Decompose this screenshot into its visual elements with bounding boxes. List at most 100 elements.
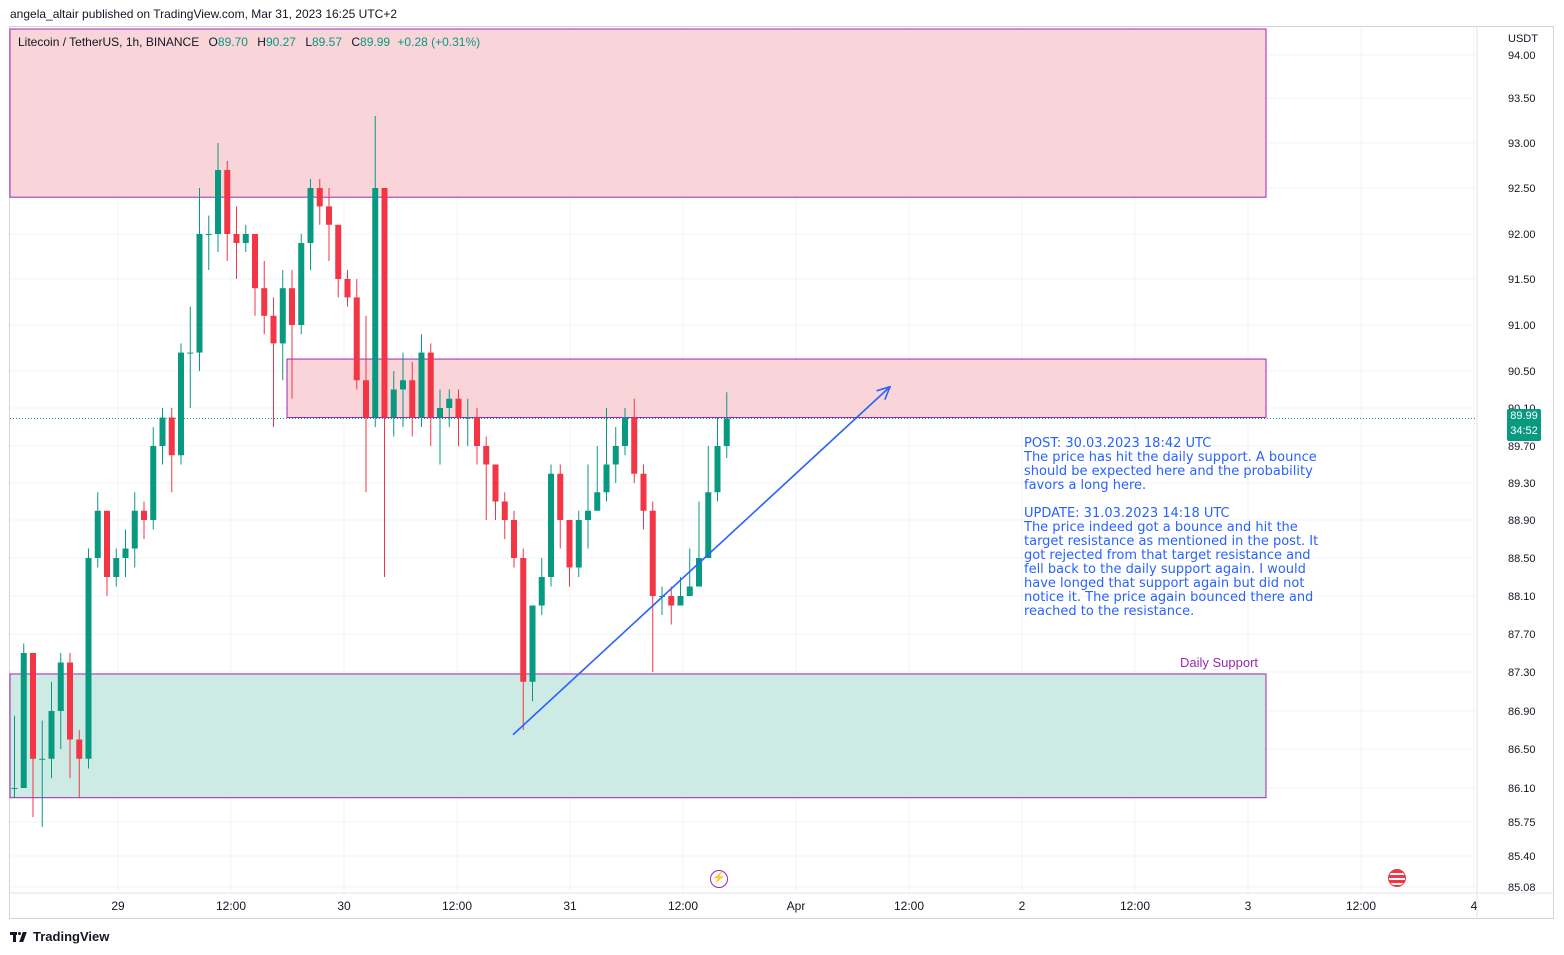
candle-body[interactable] (409, 380, 416, 418)
candle-body[interactable] (104, 510, 110, 577)
candle-body[interactable] (94, 510, 101, 558)
candle-body[interactable] (178, 352, 184, 456)
candle-body[interactable] (48, 711, 55, 759)
candle-body[interactable] (631, 417, 638, 474)
candle-body[interactable] (131, 510, 138, 549)
symbol-title[interactable]: Litecoin / TetherUS, 1h, BINANCE (18, 35, 200, 49)
candle-body[interactable] (705, 492, 712, 558)
zone-daily-support[interactable] (9, 673, 1267, 799)
candle-body[interactable] (640, 473, 647, 511)
price-tick-label: 92.50 (1508, 183, 1536, 195)
candle-body[interactable] (594, 492, 601, 511)
candle-body[interactable] (520, 558, 527, 682)
candle-body[interactable] (215, 170, 221, 234)
candle-body[interactable] (39, 758, 46, 760)
candle-body[interactable] (233, 234, 240, 243)
daily-support-label[interactable]: Daily Support (1180, 655, 1259, 670)
candle-body[interactable] (205, 234, 212, 235)
candle-body[interactable] (344, 279, 351, 298)
candle-body[interactable] (224, 170, 231, 234)
time-tick-label: 31 (563, 899, 577, 913)
candle-body[interactable] (529, 605, 536, 682)
price-tick-label: 93.00 (1508, 138, 1536, 150)
candle-body[interactable] (57, 662, 64, 712)
candle-body[interactable] (270, 315, 277, 344)
candle-body[interactable] (20, 653, 27, 788)
candle-body[interactable] (372, 188, 379, 418)
candle-body[interactable] (501, 501, 508, 521)
candle-body[interactable] (696, 558, 702, 587)
candle-body[interactable] (381, 188, 388, 418)
candle-body[interactable] (122, 548, 129, 559)
zone-target-resistance[interactable] (286, 358, 1267, 419)
candle-body[interactable] (363, 380, 369, 418)
time-tick-label: 12:00 (894, 899, 924, 913)
candle-body[interactable] (437, 408, 443, 418)
candle-body[interactable] (455, 398, 462, 418)
candle-body[interactable] (11, 788, 18, 789)
candle-body[interactable] (464, 417, 471, 419)
candle-body[interactable] (668, 596, 675, 606)
candle-body[interactable] (326, 206, 332, 225)
candle-body[interactable] (612, 446, 619, 465)
candle-body[interactable] (603, 464, 610, 493)
candle-body[interactable] (141, 510, 147, 520)
candle-body[interactable] (113, 558, 120, 577)
lightning-icon[interactable]: ⚡ (710, 870, 728, 888)
candle-body[interactable] (474, 417, 480, 447)
candle-body[interactable] (557, 473, 564, 520)
candle-body[interactable] (723, 418, 730, 446)
candle-body[interactable] (159, 417, 166, 447)
zone-upper-resistance[interactable] (9, 28, 1267, 198)
candle-body[interactable] (400, 380, 406, 390)
candle-body[interactable] (492, 464, 499, 502)
candle-body[interactable] (483, 446, 490, 465)
price-tick-label: 94.00 (1508, 50, 1536, 62)
price-tick-label: 86.50 (1508, 744, 1536, 756)
candle-body[interactable] (252, 234, 258, 289)
candle-body[interactable] (649, 510, 656, 596)
candle-body[interactable] (261, 288, 268, 316)
candle-body[interactable] (187, 352, 194, 354)
candle-body[interactable] (511, 520, 517, 558)
candle-body[interactable] (279, 288, 286, 344)
candle-body[interactable] (390, 389, 397, 418)
candle-body[interactable] (335, 224, 342, 279)
candle-body[interactable] (677, 596, 684, 606)
us-flag-icon[interactable] (1388, 869, 1406, 887)
candle-body[interactable] (150, 446, 157, 520)
candle-body[interactable] (446, 398, 453, 408)
footer-brand[interactable]: TradingView (10, 929, 109, 944)
candle-body[interactable] (298, 243, 305, 325)
candle-body[interactable] (168, 417, 175, 456)
candle-body[interactable] (548, 473, 554, 577)
candle-body[interactable] (242, 234, 249, 243)
candle-body[interactable] (353, 297, 360, 381)
candle-body[interactable] (566, 520, 573, 568)
currency-unit[interactable]: USDT (1508, 33, 1538, 45)
candle-body[interactable] (714, 446, 721, 493)
change-value: +0.28 (+0.31%) (397, 35, 481, 49)
candle-body[interactable] (307, 188, 314, 243)
open-value: 89.70 (217, 35, 248, 49)
candle-body[interactable] (622, 417, 628, 447)
candle-body[interactable] (289, 288, 295, 325)
candle-body[interactable] (575, 520, 582, 568)
publish-header: angela_altair published on TradingView.c… (10, 7, 398, 21)
candle-body[interactable] (418, 352, 425, 418)
analysis-note[interactable]: POST: 30.03.2023 18:42 UTC The price has… (1024, 436, 1319, 619)
candle-body[interactable] (85, 558, 92, 759)
candle-body[interactable] (196, 234, 203, 353)
price-tick-label: 92.00 (1508, 229, 1536, 241)
candle-body[interactable] (538, 577, 545, 606)
candle-body[interactable] (686, 586, 693, 597)
candle-body[interactable] (30, 653, 36, 759)
candle-body[interactable] (67, 662, 73, 740)
last-price-value: 89.99 (1510, 410, 1538, 422)
candle-body[interactable] (585, 510, 591, 520)
candle-body[interactable] (316, 188, 323, 207)
candle-body[interactable] (76, 739, 83, 759)
trend-arrow-line[interactable] (512, 386, 891, 736)
candle-body[interactable] (427, 352, 434, 418)
